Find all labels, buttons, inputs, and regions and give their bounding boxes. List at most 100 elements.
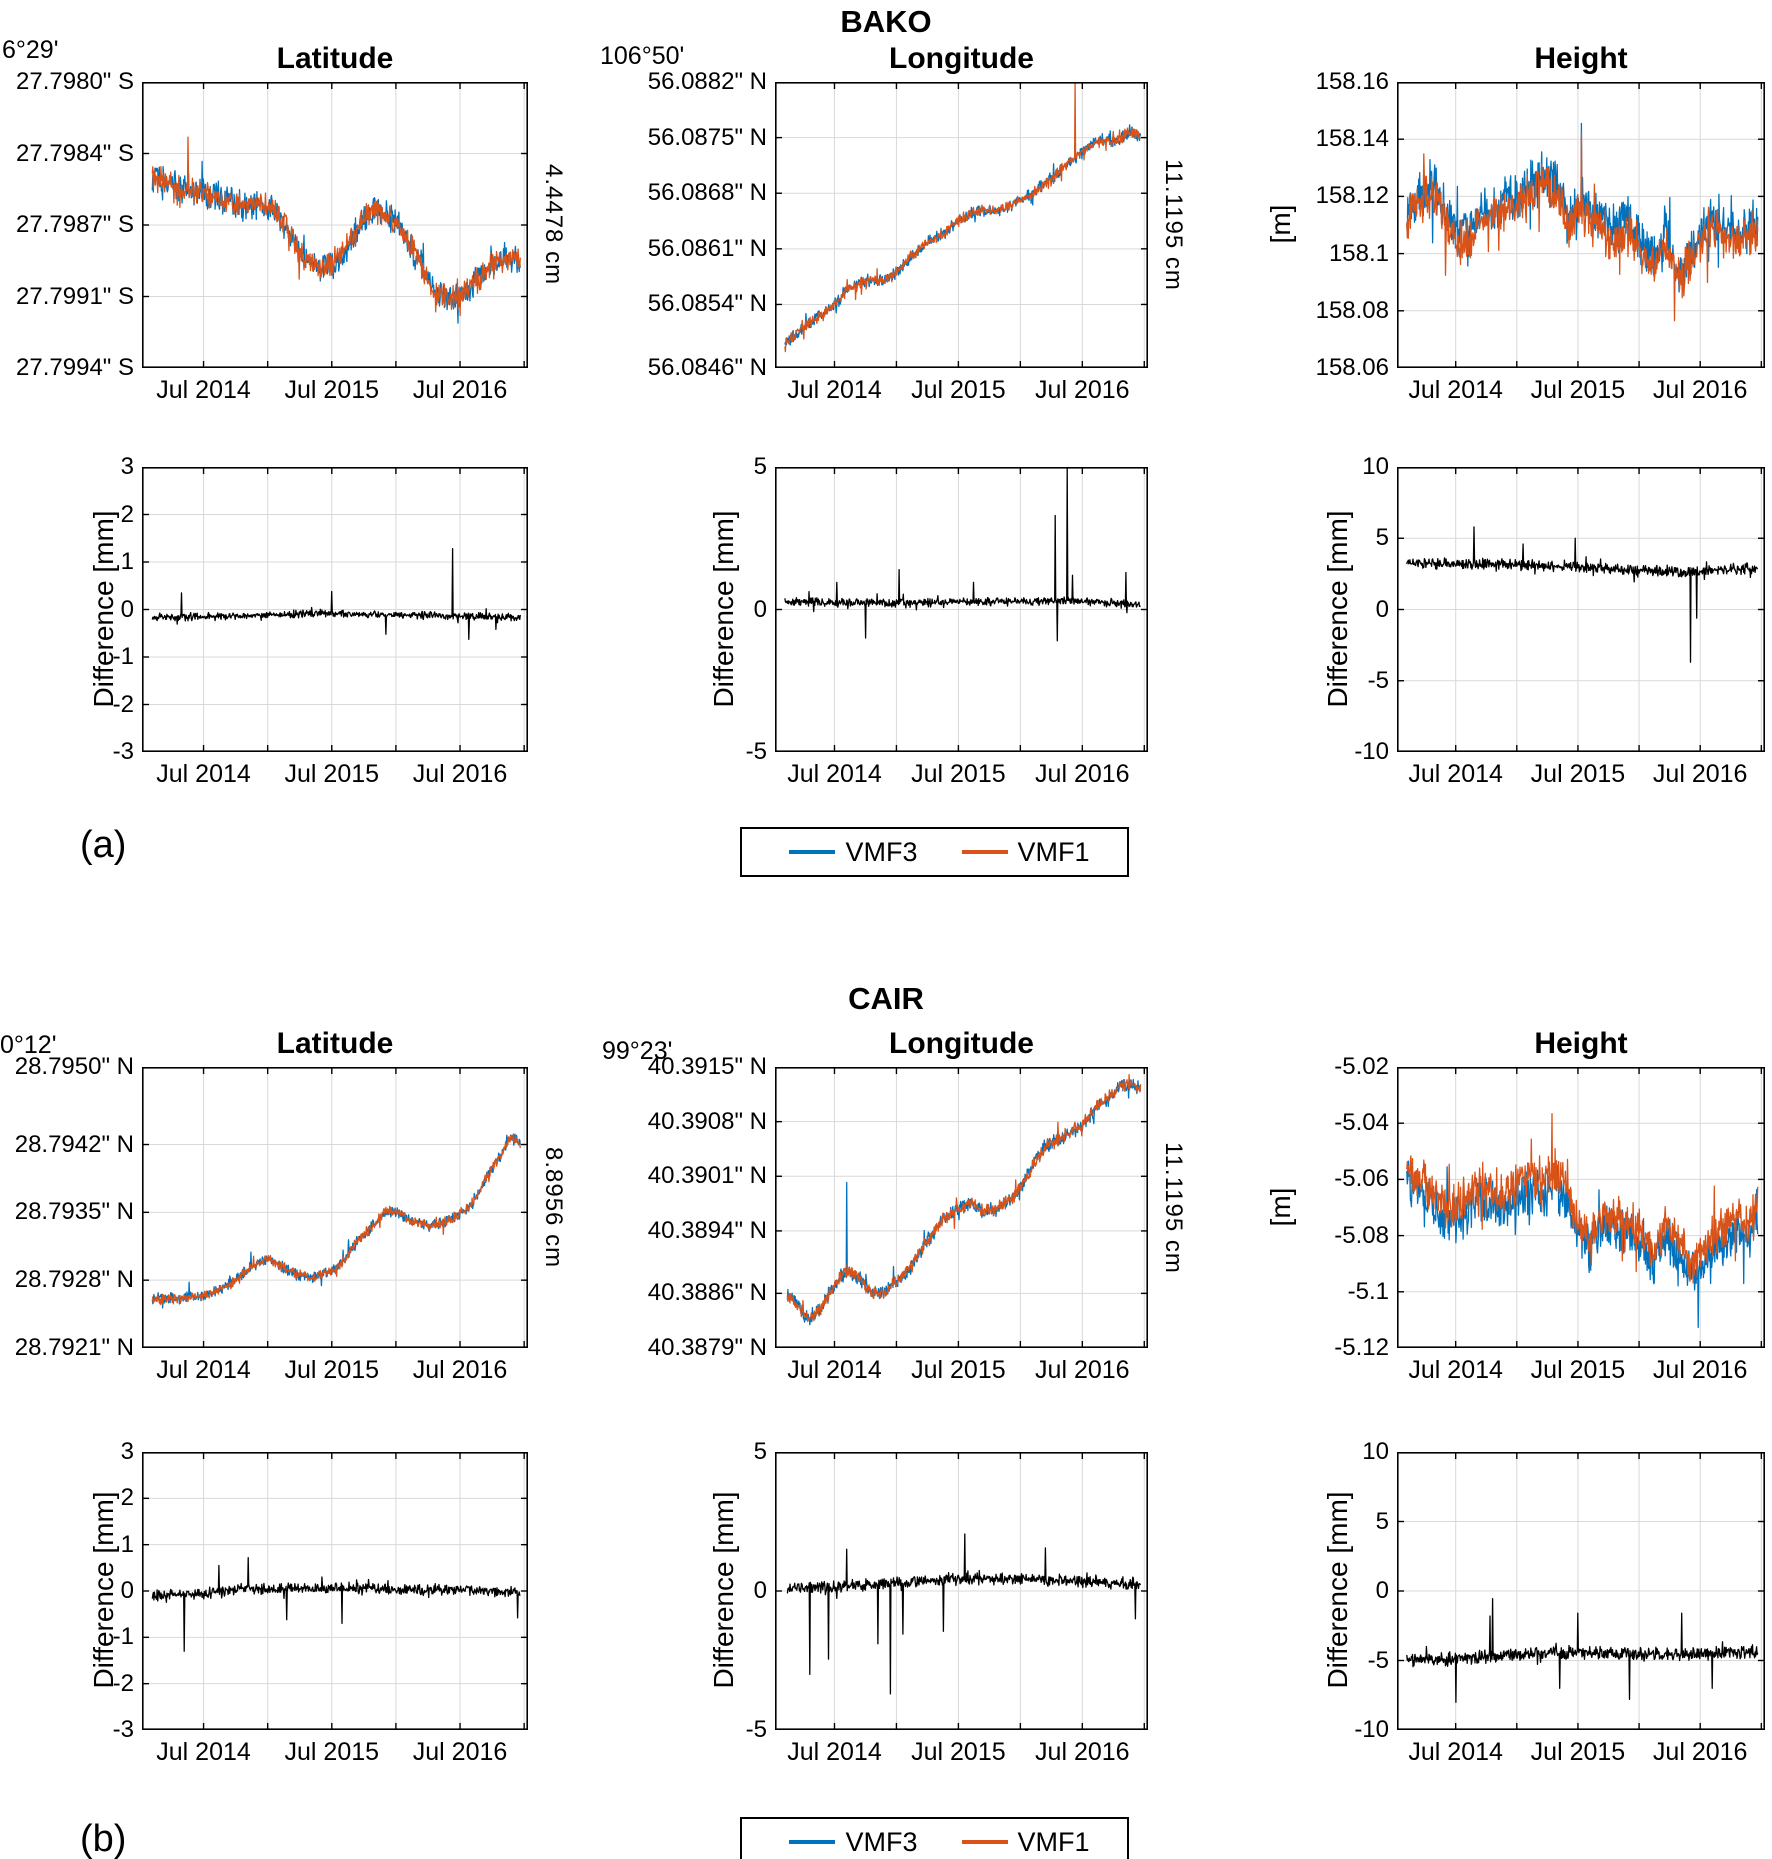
y-tick-label: 1 <box>120 1530 134 1558</box>
y-tick-label: 5 <box>753 1438 767 1465</box>
y-tick-label: 40.3901" N <box>647 1162 767 1190</box>
y-tick-label: 0 <box>753 1577 767 1604</box>
y-tick-label: 0 <box>753 595 767 623</box>
plot-b-lat-ts <box>142 1066 528 1349</box>
y-tick-label: -10 <box>1354 738 1389 765</box>
corner-coordinate-label: 106°50' <box>600 42 685 70</box>
vmf3-line-swatch <box>789 850 836 854</box>
plot-a-hgt-diff-canvas <box>1397 466 1765 753</box>
y-tick-label: -2 <box>112 690 134 718</box>
y-tick-label: -5 <box>745 1716 767 1743</box>
x-tick-label: Jul 2015 <box>1530 1356 1626 1384</box>
x-tick-label: Jul 2014 <box>1408 1738 1503 1766</box>
y-tick-label: -5 <box>1367 1646 1389 1674</box>
x-tick-label: Jul 2014 <box>787 760 882 788</box>
x-tick-label: Jul 2015 <box>1530 1738 1626 1766</box>
x-tick-label: Jul 2016 <box>412 760 508 788</box>
x-tick-label: Jul 2016 <box>1652 760 1748 788</box>
y-axis-label: Difference [mm] <box>708 1491 739 1689</box>
y-tick-label: -3 <box>112 738 134 765</box>
y-tick-label: -5.12 <box>1334 1334 1389 1361</box>
plot-b-hgt-ts-canvas <box>1397 1066 1765 1349</box>
plot-a-lon-ts <box>775 81 1148 369</box>
plot-a-lat-diff <box>142 466 528 753</box>
legend-label-vmf1: VMF1 <box>1017 1826 1090 1857</box>
y-tick-label: 1 <box>120 548 134 575</box>
y-tick-label: 158.1 <box>1328 239 1389 267</box>
y-tick-label: -1 <box>112 1623 134 1651</box>
y-tick-label: 56.0882" N <box>647 68 767 95</box>
y-tick-label: 10 <box>1362 1438 1389 1465</box>
y-tick-label: 0 <box>1375 595 1389 623</box>
subplot-title: Longitude <box>889 42 1034 75</box>
offset-scale-label: 11.1195 cm <box>1160 1141 1187 1274</box>
offset-scale-label: 4.4478 cm <box>540 164 567 286</box>
y-tick-label: 0 <box>120 595 134 623</box>
y-tick-label: 27.7987" S <box>16 211 134 238</box>
y-tick-label: -5.04 <box>1334 1109 1389 1137</box>
x-tick-label: Jul 2014 <box>1408 1356 1503 1384</box>
x-tick-label: Jul 2016 <box>1035 376 1130 404</box>
y-tick-label: 158.08 <box>1315 296 1389 324</box>
y-tick-label: 2 <box>120 1484 134 1512</box>
y-tick-label: -5 <box>1367 666 1389 694</box>
subplot-title: Height <box>1534 1027 1628 1060</box>
y-axis-label: [m] <box>1265 204 1296 244</box>
y-tick-label: -5.1 <box>1347 1277 1389 1305</box>
y-tick-label: -5.08 <box>1334 1221 1389 1249</box>
x-tick-label: Jul 2015 <box>284 760 380 788</box>
y-tick-label: 56.0875" N <box>647 123 767 151</box>
plot-b-hgt-ts <box>1397 1066 1765 1349</box>
x-tick-label: Jul 2016 <box>412 376 508 404</box>
y-axis-label: Difference [mm] <box>708 509 739 708</box>
plot-b-hgt-diff-canvas <box>1397 1451 1765 1731</box>
x-tick-label: Jul 2016 <box>412 1356 508 1384</box>
plot-a-lon-diff-canvas <box>775 465 1148 753</box>
y-tick-label: 40.3915" N <box>647 1053 767 1080</box>
y-tick-label: 5 <box>1375 1507 1389 1535</box>
plot-a-hgt-ts-canvas <box>1397 81 1765 369</box>
plot-a-hgt-ts <box>1397 81 1765 369</box>
legend-label-vmf3: VMF3 <box>845 1826 918 1857</box>
plot-b-lon-ts <box>775 1066 1148 1349</box>
x-tick-label: Jul 2014 <box>787 1356 882 1384</box>
y-tick-label: -10 <box>1354 1716 1389 1743</box>
subplot-title: Longitude <box>889 1027 1034 1060</box>
station-title-bako: BAKO <box>840 4 932 39</box>
x-tick-label: Jul 2014 <box>156 1356 251 1384</box>
x-tick-label: Jul 2015 <box>284 376 380 404</box>
station-title-cair: CAIR <box>848 981 924 1016</box>
y-axis-label: Difference [mm] <box>88 1491 119 1689</box>
x-tick-label: Jul 2015 <box>284 1356 380 1384</box>
x-tick-label: Jul 2015 <box>911 376 1006 404</box>
x-tick-label: Jul 2016 <box>1652 1738 1748 1766</box>
x-tick-label: Jul 2015 <box>911 1356 1006 1384</box>
corner-coordinate-label: 6°29' <box>2 36 59 64</box>
y-axis-label: Difference [mm] <box>1322 1491 1353 1689</box>
x-tick-label: Jul 2016 <box>1652 376 1748 404</box>
corner-coordinate-label: 0°12' <box>0 1031 57 1059</box>
plot-a-lat-ts <box>142 81 528 369</box>
plot-a-lat-ts-canvas <box>142 81 528 369</box>
y-tick-label: 3 <box>120 1438 134 1465</box>
vmf3-line-swatch <box>789 1840 836 1844</box>
y-tick-label: 10 <box>1362 453 1389 480</box>
plot-b-lon-diff <box>775 1451 1148 1731</box>
x-tick-label: Jul 2016 <box>1035 760 1130 788</box>
vmf1-line-swatch <box>961 1840 1008 1844</box>
x-tick-label: Jul 2015 <box>911 760 1006 788</box>
y-tick-label: 40.3894" N <box>647 1216 767 1244</box>
y-tick-label: 28.7942" N <box>14 1130 134 1158</box>
y-tick-label: 56.0854" N <box>647 290 767 318</box>
x-tick-label: Jul 2015 <box>284 1738 380 1766</box>
x-tick-label: Jul 2016 <box>1652 1356 1748 1384</box>
y-tick-label: -5.06 <box>1334 1165 1389 1193</box>
x-tick-label: Jul 2014 <box>156 1738 251 1766</box>
y-tick-label: 158.12 <box>1315 182 1389 210</box>
x-tick-label: Jul 2014 <box>787 376 882 404</box>
y-tick-label: 27.7984" S <box>16 139 134 167</box>
x-tick-label: Jul 2014 <box>156 376 251 404</box>
x-tick-label: Jul 2015 <box>1530 760 1626 788</box>
y-tick-label: 0 <box>1375 1577 1389 1604</box>
